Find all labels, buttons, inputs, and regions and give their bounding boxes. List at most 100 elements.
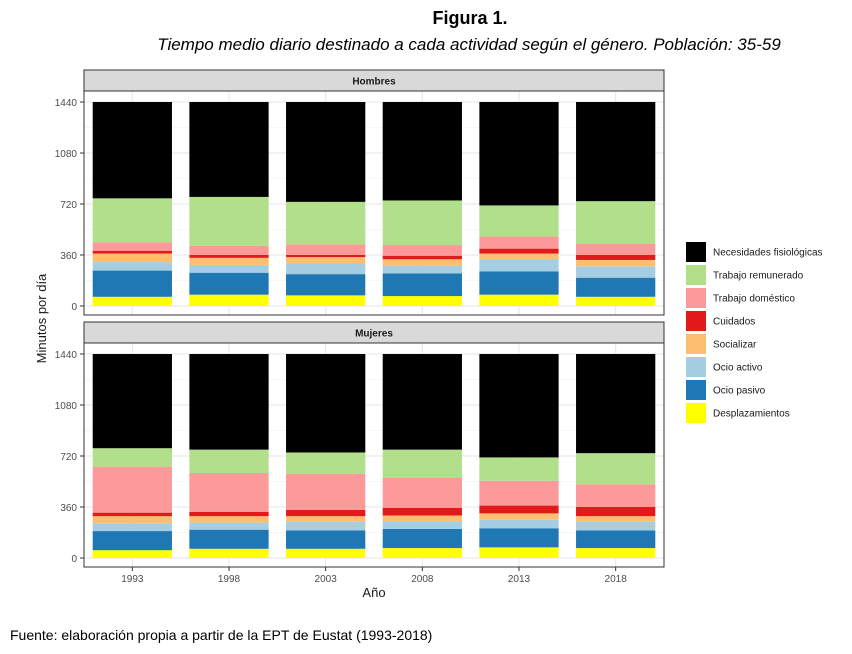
bar-segment-cuidados — [382, 255, 462, 260]
bar-segment-ocio-activo — [576, 266, 656, 278]
legend-key — [686, 288, 706, 308]
bar-segment-socializar — [479, 513, 559, 520]
source-note: Fuente: elaboración propia a partir de l… — [10, 627, 433, 643]
bar-segment-trabajo-domestico — [479, 480, 559, 506]
x-tick-label: 1993 — [121, 574, 144, 585]
panel-background — [83, 90, 665, 316]
bar-segment-socializar — [286, 516, 366, 522]
bar-segment-socializar — [576, 516, 656, 522]
bar-segment-ocio-activo — [286, 263, 366, 275]
bar-segment-necesidades-fisiologicas — [286, 354, 366, 453]
legend-key — [686, 311, 706, 331]
bar-segment-ocio-pasivo — [92, 531, 172, 551]
bar-segment-cuidados — [382, 507, 462, 516]
bar-segment-necesidades-fisiologicas — [382, 354, 462, 450]
bar-segment-ocio-activo — [479, 519, 559, 529]
bar-segment-trabajo-remunerado — [479, 205, 559, 237]
bar-segment-necesidades-fisiologicas — [286, 102, 366, 202]
bar-segment-socializar — [286, 257, 366, 264]
bar-segment-ocio-pasivo — [382, 273, 462, 297]
bar-segment-trabajo-remunerado — [576, 201, 656, 244]
bar-segment-trabajo-domestico — [382, 477, 462, 508]
bar-segment-necesidades-fisiologicas — [576, 354, 656, 454]
bar-segment-ocio-activo — [286, 521, 366, 531]
legend-label: Trabajo remunerado — [713, 271, 804, 282]
bar-segment-ocio-pasivo — [92, 270, 172, 297]
bar-segment-ocio-pasivo — [189, 272, 269, 295]
bar-segment-trabajo-remunerado — [382, 449, 462, 478]
bar-segment-trabajo-domestico — [286, 244, 366, 255]
bar-segment-trabajo-domestico — [189, 245, 269, 255]
legend-key — [686, 265, 706, 285]
bar-segment-socializar — [576, 259, 656, 267]
bar-segment-trabajo-domestico — [189, 473, 269, 512]
x-tick-label: 2018 — [605, 574, 628, 585]
y-tick-label: 0 — [71, 302, 77, 313]
legend-key — [686, 403, 706, 423]
bar-segment-cuidados — [576, 507, 656, 517]
bar-segment-cuidados — [479, 248, 559, 254]
bar-segment-trabajo-remunerado — [576, 453, 656, 485]
legend-label: Desplazamientos — [713, 409, 790, 420]
bar-segment-desplazamientos — [92, 296, 172, 306]
bar-segment-trabajo-domestico — [92, 466, 172, 513]
bar-segment-trabajo-remunerado — [286, 452, 366, 474]
bar-segment-trabajo-domestico — [576, 484, 656, 507]
bar-segment-socializar — [382, 259, 462, 266]
bar-segment-desplazamientos — [286, 548, 366, 558]
bar-segment-cuidados — [92, 250, 172, 254]
bar-segment-trabajo-domestico — [479, 236, 559, 249]
bar-segment-trabajo-remunerado — [92, 448, 172, 467]
bar-segment-necesidades-fisiologicas — [189, 354, 269, 450]
bar-segment-trabajo-domestico — [576, 243, 656, 255]
bar-segment-socializar — [189, 257, 269, 265]
bar-segment-cuidados — [479, 505, 559, 514]
y-tick-label: 1080 — [55, 149, 78, 160]
bar-segment-cuidados — [286, 509, 366, 517]
bar-segment-cuidados — [286, 255, 366, 258]
facet-strip-label: Mujeres — [355, 329, 393, 340]
bar-segment-ocio-pasivo — [382, 528, 462, 549]
bar-segment-socializar — [189, 516, 269, 523]
facet-strip-label: Hombres — [352, 77, 396, 88]
legend-key — [686, 334, 706, 354]
y-tick-label: 720 — [60, 452, 77, 463]
bar-segment-ocio-activo — [92, 523, 172, 532]
bar-segment-ocio-pasivo — [286, 530, 366, 549]
bar-segment-necesidades-fisiologicas — [92, 102, 172, 199]
panel-border — [83, 90, 665, 316]
bar-segment-socializar — [382, 515, 462, 522]
bar-segment-trabajo-remunerado — [189, 196, 269, 246]
bar-segment-desplazamientos — [576, 296, 656, 306]
y-tick-label: 1440 — [55, 98, 78, 109]
bar-segment-necesidades-fisiologicas — [576, 102, 656, 202]
bar-segment-ocio-activo — [479, 259, 559, 272]
legend-label: Socializar — [713, 340, 757, 351]
bar-segment-desplazamientos — [286, 295, 366, 306]
y-axis-title: Minutos por día — [34, 273, 49, 363]
bar-segment-desplazamientos — [92, 550, 172, 558]
bar-segment-cuidados — [189, 511, 269, 517]
y-tick-label: 1080 — [55, 401, 78, 412]
bar-segment-cuidados — [189, 255, 269, 258]
bar-segment-ocio-activo — [189, 522, 269, 530]
x-tick-label: 2003 — [315, 574, 338, 585]
figure-title: Figura 1. — [432, 8, 508, 28]
x-tick-label: 2008 — [411, 574, 434, 585]
bar-segment-ocio-pasivo — [189, 529, 269, 549]
legend-key — [686, 380, 706, 400]
stacked-bar-chart: Hombres 0 360 720 1080 1440 Mujeres 0 360 720 1080… — [34, 69, 823, 600]
bar-segment-ocio-pasivo — [286, 274, 366, 296]
bar-segment-ocio-activo — [189, 264, 269, 273]
bar-segment-ocio-pasivo — [576, 277, 656, 297]
bar-segment-trabajo-remunerado — [92, 198, 172, 243]
bar-segment-ocio-pasivo — [479, 271, 559, 295]
bar-segment-ocio-activo — [576, 521, 656, 531]
bar-segment-trabajo-remunerado — [286, 201, 366, 245]
bar-segment-trabajo-domestico — [92, 242, 172, 251]
y-tick-label: 720 — [60, 200, 77, 211]
bar-segment-desplazamientos — [382, 296, 462, 306]
legend-label: Cuidados — [713, 317, 755, 328]
bar-segment-cuidados — [92, 512, 172, 517]
bar-segment-cuidados — [576, 255, 656, 260]
